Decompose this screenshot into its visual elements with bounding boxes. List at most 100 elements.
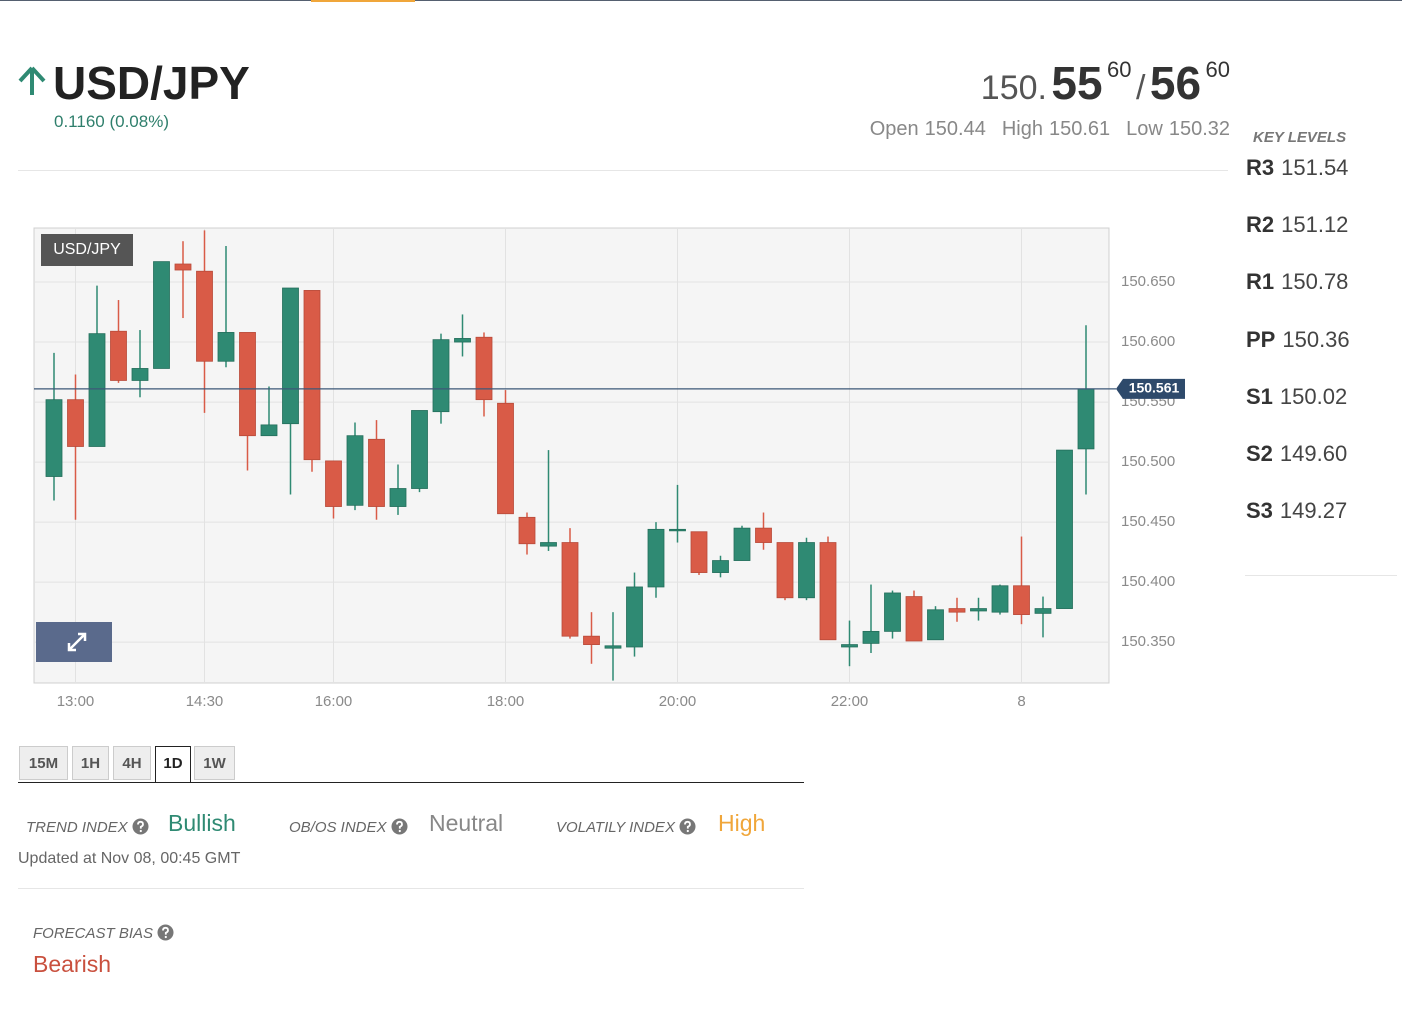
candle-body — [174, 263, 192, 271]
candle-body — [67, 399, 84, 447]
timeframe-tab[interactable]: 1D — [155, 746, 191, 783]
candle-body — [884, 592, 901, 632]
candle-body — [690, 531, 708, 573]
candle-body — [432, 339, 450, 413]
candle-body — [282, 287, 299, 425]
ohl-value: 150.32 — [1168, 118, 1230, 140]
candle-body — [411, 410, 428, 489]
expand-icon — [67, 632, 87, 652]
help-icon[interactable] — [391, 818, 408, 835]
candle-body — [110, 330, 127, 381]
candle-body — [475, 336, 493, 401]
candle-body — [755, 527, 772, 543]
candle-body — [819, 542, 837, 641]
ask-pips: 56 — [1149, 57, 1202, 109]
tabs-rule — [18, 782, 804, 783]
top-rule — [0, 0, 1402, 1]
index-value: Neutral — [429, 810, 504, 836]
x-tick-label: 14:30 — [186, 693, 224, 710]
expand-button[interactable] — [36, 622, 112, 662]
expand-button-bg[interactable] — [36, 622, 112, 662]
help-icon[interactable] — [132, 818, 149, 835]
candle-body — [153, 261, 170, 369]
index-value: Bullish — [168, 810, 236, 836]
help-icon[interactable] — [679, 818, 696, 835]
candle-body — [841, 644, 858, 648]
key-level-value: 150.78 — [1281, 269, 1349, 295]
candle-body — [518, 516, 536, 545]
divider — [18, 170, 1228, 171]
key-level-label: S2 — [1246, 441, 1273, 466]
timeframe-tab[interactable]: 15M — [19, 746, 68, 780]
ohl-label: Open — [869, 118, 919, 140]
divider — [18, 888, 804, 889]
candle-body — [454, 338, 471, 343]
timeframe-tab[interactable]: 4H — [113, 746, 151, 780]
candle-body — [217, 332, 235, 362]
candle-body — [862, 630, 880, 644]
candle-body — [45, 399, 63, 477]
candle-body — [325, 460, 342, 507]
candle-body — [1056, 449, 1073, 609]
candle-body — [733, 527, 751, 561]
candle-body — [497, 402, 514, 515]
divider — [1245, 575, 1397, 576]
big-figure: 150. — [980, 69, 1047, 107]
separator: / — [1135, 69, 1146, 107]
candle-body — [798, 542, 815, 599]
price-tag-label: 150.561 — [1129, 380, 1180, 396]
price: 150. 55 60 / 56 60 — [981, 56, 1230, 110]
candle-body — [303, 290, 321, 461]
y-tick-label: 150.400 — [1121, 573, 1175, 590]
ohl-row: Open 150.44 High 150.61 Low 150.32 — [870, 118, 1230, 141]
key-level-value: 149.60 — [1279, 441, 1348, 466]
candle-body — [712, 560, 729, 573]
ohl-label: Low — [1126, 118, 1163, 140]
symbol-badge-label: USD/JPY — [53, 241, 121, 258]
up-arrow — [18, 66, 46, 95]
index-label: TREND INDEX — [26, 819, 128, 836]
key-level-value: 150.02 — [1279, 383, 1348, 409]
candle-body — [389, 488, 407, 507]
candle-body — [927, 609, 944, 641]
candle-body — [561, 542, 579, 637]
key-level-label: S3 — [1246, 498, 1273, 524]
key-level-label: R1 — [1246, 269, 1275, 295]
candle-body — [626, 586, 643, 648]
key-level: R1 150.78 — [1246, 269, 1348, 295]
symbol: USD/JPY — [53, 57, 250, 109]
key-level: S1 150.02 — [1246, 384, 1347, 410]
ask-fraction: 60 — [1205, 57, 1230, 82]
key-level: R2 151.12 — [1246, 212, 1348, 238]
forecast-label-row: FORECAST BIAS — [33, 924, 174, 942]
forecast-value: Bearish — [33, 951, 111, 977]
candle-body — [776, 542, 794, 599]
candle-body — [1034, 608, 1052, 614]
updated: Updated at Nov 08, 00:45 GMT — [18, 850, 241, 867]
candle-body — [948, 608, 966, 613]
key-level-label: PP — [1246, 326, 1276, 352]
x-tick-label: 18:00 — [487, 693, 525, 710]
index-value: High — [718, 810, 766, 836]
candle-body — [1077, 388, 1095, 450]
chart: 150.350150.400150.450150.500150.550150.6… — [33, 227, 1185, 710]
change: 0.1160 (0.08%) — [54, 112, 169, 131]
key-level: S3 149.27 — [1246, 498, 1347, 524]
candle-body — [88, 333, 106, 447]
bid-pips: 55 — [1051, 57, 1103, 109]
symbol-badge — [41, 234, 133, 266]
y-tick-label: 150.500 — [1121, 453, 1175, 470]
top-tab-accent — [311, 0, 415, 2]
help-icon[interactable] — [157, 924, 174, 941]
key-level-label: R2 — [1246, 212, 1275, 238]
candle-body — [970, 608, 987, 612]
y-tick-label: 150.600 — [1121, 333, 1175, 350]
key-level-value: 151.54 — [1281, 155, 1349, 180]
candle-body — [239, 332, 256, 437]
x-tick-label: 22:00 — [831, 693, 869, 710]
timeframe-tab[interactable]: 1H — [72, 746, 109, 780]
candle-body — [196, 270, 213, 362]
key-level: S2 149.60 — [1246, 441, 1347, 467]
forecast-label: FORECAST BIAS — [33, 925, 154, 942]
timeframe-tab[interactable]: 1W — [194, 746, 235, 780]
